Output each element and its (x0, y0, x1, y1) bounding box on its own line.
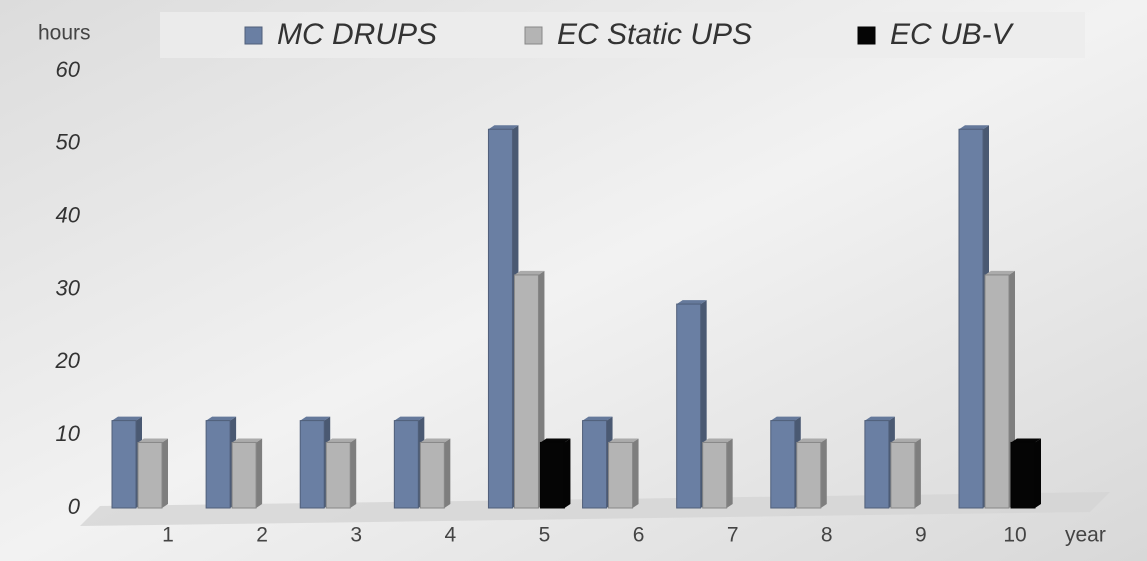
bar (513, 274, 539, 509)
y-tick-label: 30 (56, 275, 81, 300)
bar (796, 441, 822, 509)
bar-top (890, 438, 921, 443)
bar-top (394, 416, 425, 421)
bar-top (959, 125, 989, 130)
bar (539, 441, 565, 509)
bar-top (1011, 438, 1041, 443)
bar (770, 420, 796, 509)
bar-top (985, 270, 1015, 275)
bar-top (206, 416, 237, 421)
bar-top (112, 416, 142, 421)
bar (890, 441, 916, 509)
bar (864, 420, 890, 509)
floor (80, 492, 1110, 526)
x-tick-label: 4 (444, 524, 456, 547)
x-axis-label: year (1065, 524, 1106, 547)
bar-side (914, 438, 921, 508)
bar-top (796, 438, 827, 443)
bar (231, 441, 257, 509)
legend-label: EC Static UPS (557, 18, 752, 51)
bar-side (162, 438, 168, 508)
bar-side (820, 438, 827, 508)
y-axis-label: hours (38, 22, 91, 45)
bar (393, 420, 419, 509)
bar (299, 420, 325, 509)
x-tick-label: 5 (539, 524, 551, 547)
legend-box (160, 12, 1085, 58)
legend-label: MC DRUPS (277, 18, 437, 51)
bar (325, 441, 351, 509)
x-tick-label: 6 (633, 524, 645, 547)
y-tick-label: 40 (56, 202, 81, 227)
bar-top (582, 416, 613, 421)
x-tick-label: 1 (162, 524, 174, 547)
bar-side (1035, 438, 1041, 508)
bar (1010, 441, 1036, 509)
bar-side (256, 438, 263, 508)
bar-side (726, 438, 733, 508)
bar-top (300, 416, 331, 421)
bar-top (488, 125, 519, 130)
bar (676, 303, 702, 509)
x-tick-label: 9 (915, 524, 927, 547)
y-tick-label: 0 (68, 494, 81, 519)
x-tick-label: 7 (727, 524, 739, 547)
bar-top (702, 438, 733, 443)
bar-top (540, 438, 571, 443)
bar-top (676, 300, 707, 305)
y-tick-label: 50 (56, 130, 81, 155)
bar (205, 420, 231, 509)
legend-swatch (524, 26, 543, 45)
bar-top (420, 438, 451, 443)
x-tick-label: 10 (1003, 524, 1026, 547)
x-tick-label: 3 (350, 524, 362, 547)
x-tick-label: 2 (256, 524, 268, 547)
bar (419, 441, 445, 509)
bar-side (444, 438, 451, 508)
bar-top (514, 270, 545, 275)
legend-swatch (244, 26, 263, 45)
y-tick-label: 10 (56, 421, 81, 446)
bar-top (608, 438, 639, 443)
y-tick-label: 60 (56, 57, 81, 82)
legend-label: EC UB-V (890, 18, 1015, 51)
x-tick-label: 8 (821, 524, 833, 547)
bar (608, 441, 634, 509)
bar (582, 420, 608, 509)
bar-side (632, 438, 639, 508)
bar-top (326, 438, 357, 443)
bar (137, 441, 163, 509)
bar (984, 274, 1010, 509)
bar (111, 420, 137, 509)
bar-top (864, 416, 895, 421)
legend-swatch (857, 26, 876, 45)
bar-top (232, 438, 263, 443)
y-tick-label: 20 (55, 348, 81, 373)
bar-top (770, 416, 801, 421)
bar-side (564, 438, 571, 508)
bar (958, 128, 984, 509)
bar-side (350, 438, 357, 508)
bar (702, 441, 728, 509)
bar-top (138, 438, 168, 443)
bar (487, 128, 513, 509)
